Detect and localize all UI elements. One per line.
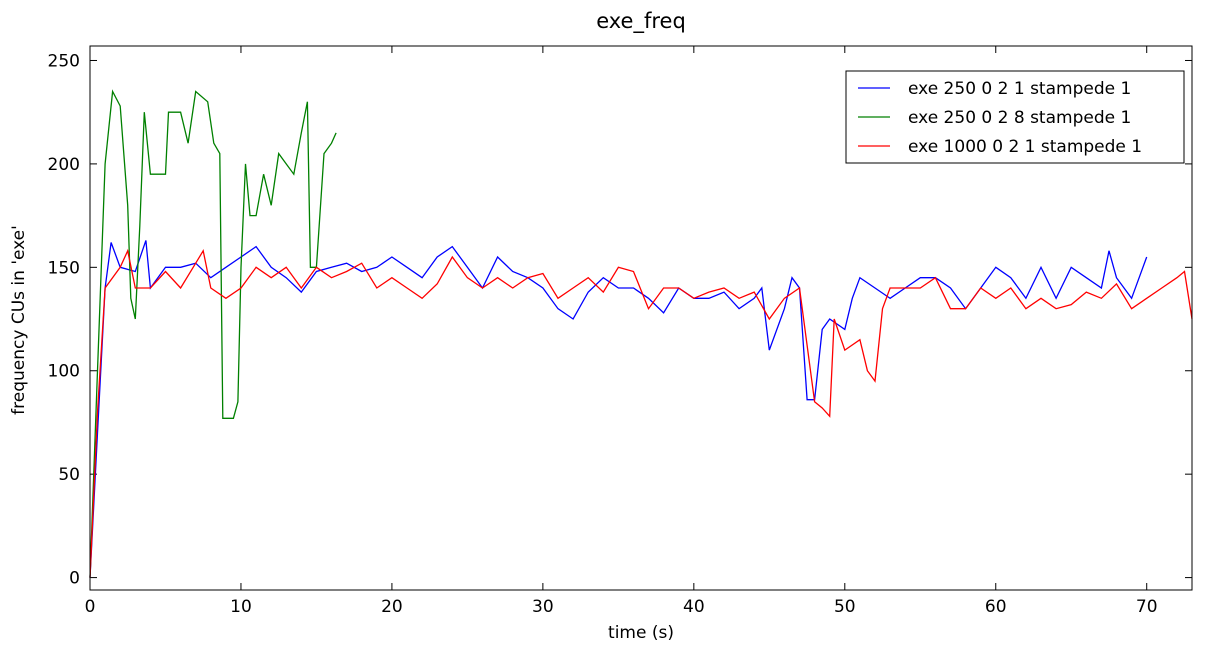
y-tick-label: 200 <box>48 155 80 175</box>
x-tick-label: 70 <box>1136 597 1158 617</box>
y-axis-label: frequency CUs in 'exe' <box>9 225 29 415</box>
x-tick-label: 50 <box>834 597 856 617</box>
series-line <box>89 240 1148 578</box>
x-tick-label: 20 <box>381 597 403 617</box>
legend-box <box>845 70 1185 164</box>
y-tick-label: 150 <box>48 258 80 278</box>
legend-label: exe 1000 0 2 1 stampede 1 <box>908 137 1142 157</box>
x-tick-label: 40 <box>683 597 705 617</box>
y-tick-label: 100 <box>48 362 80 382</box>
x-tick-label: 60 <box>985 597 1007 617</box>
x-tick-label: 0 <box>85 597 96 617</box>
series-line <box>89 248 1193 578</box>
x-tick-label: 10 <box>230 597 252 617</box>
legend-label: exe 250 0 2 1 stampede 1 <box>908 79 1131 99</box>
x-tick-label: 30 <box>532 597 554 617</box>
y-tick-label: 0 <box>69 569 80 589</box>
y-tick-label: 250 <box>48 51 80 71</box>
legend-label: exe 250 0 2 8 stampede 1 <box>908 108 1131 128</box>
plot-frame <box>89 45 1193 591</box>
chart-title: exe_freq <box>596 9 686 34</box>
y-tick-label: 50 <box>58 465 80 485</box>
x-axis-label: time (s) <box>608 623 674 643</box>
series-line <box>89 89 337 578</box>
